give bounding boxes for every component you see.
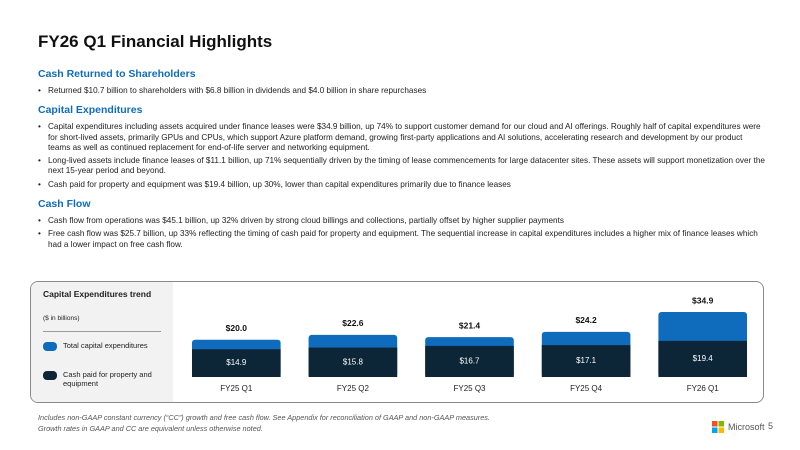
bullet: Returned $10.7 billion to shareholders w…	[38, 86, 766, 97]
legend-item: Cash paid for property and equipment	[43, 370, 163, 388]
bullet: Capital expenditures including assets ac…	[38, 122, 766, 153]
section-heading: Cash Returned to Shareholders	[38, 68, 196, 80]
logo	[712, 421, 724, 433]
x-tick-label: FY26 Q1	[687, 384, 720, 393]
section-heading: Capital Expenditures	[38, 104, 143, 117]
value-label: $16.7	[459, 357, 480, 366]
separator	[43, 331, 161, 332]
legend-label: Total capital expenditures	[63, 341, 148, 350]
x-tick-label: FY25 Q4	[570, 384, 603, 393]
bar	[658, 340, 748, 377]
brand: Microsoft	[712, 421, 765, 433]
legend-label: Cash paid for property and equipment	[63, 370, 152, 388]
value-label: $14.9	[226, 358, 247, 367]
brand-name: Microsoft	[728, 422, 765, 432]
page-number: 5	[768, 421, 774, 431]
bullet: Long-lived assets include finance leases…	[38, 156, 766, 177]
bar	[308, 347, 398, 377]
legend-swatch	[43, 342, 57, 351]
chart: Capital Expenditures trend ($ in billion…	[30, 281, 764, 403]
footnote: Includes non-GAAP constant currency (“CC…	[38, 413, 490, 422]
footnote: Growth rates in GAAP and CC are equivale…	[38, 424, 263, 433]
section: Cash Returned to Shareholders Returned $1…	[38, 68, 766, 97]
x-tick-label: FY25 Q3	[453, 384, 486, 393]
value-label: $19.4	[693, 354, 714, 363]
section-heading: Cash Flow	[38, 198, 91, 211]
legend-swatch	[43, 371, 57, 380]
bar	[191, 349, 281, 377]
bullet-list: Capital expenditures including assets ac…	[38, 122, 766, 190]
legend-item: Total capital expenditures	[43, 341, 163, 351]
section: Cash Flow Cash flow from operations was $…	[38, 198, 766, 250]
bar	[425, 345, 514, 377]
bullet: Free cash flow was $25.7 billion, up 33%…	[38, 229, 766, 250]
section: Capital Expenditures Capital expenditures…	[38, 104, 766, 190]
bullet-list: Returned $10.7 billion to shareholders w…	[38, 86, 766, 97]
value-label: $34.9	[692, 295, 714, 305]
value-label: $15.8	[343, 357, 364, 366]
bullet-list: Cash flow from operations was $45.1 bill…	[38, 216, 766, 250]
slide-title: FY26 Q1 Financial Highlights	[38, 32, 273, 51]
x-tick-label: FY25 Q2	[337, 384, 370, 393]
value-label: $24.2	[575, 315, 597, 325]
value-label: $22.6	[342, 318, 364, 328]
bullet: Cash paid for property and equipment was…	[38, 180, 766, 191]
plot-area: $20.0 $14.9 FY25 Q1 $22.6 $15.8 FY25 Q2 $21.4 $…	[191, 295, 748, 393]
legend-panel: Capital Expenditures trend ($ in billion…	[31, 282, 173, 402]
bullet: Cash flow from operations was $45.1 bill…	[38, 216, 766, 227]
value-label: $21.4	[459, 320, 481, 330]
value-label: $20.0	[226, 323, 248, 333]
chart-subtitle: ($ in billions)	[43, 315, 80, 322]
bar	[541, 345, 631, 377]
chart-title: Capital Expenditures trend	[43, 289, 152, 299]
footnotes: Includes non-GAAP constant currency (“CC…	[38, 412, 490, 434]
sections: Cash Returned to Shareholders Returned $1…	[38, 68, 766, 258]
x-tick-label: FY25 Q1	[220, 384, 253, 393]
value-label: $17.1	[576, 356, 597, 365]
